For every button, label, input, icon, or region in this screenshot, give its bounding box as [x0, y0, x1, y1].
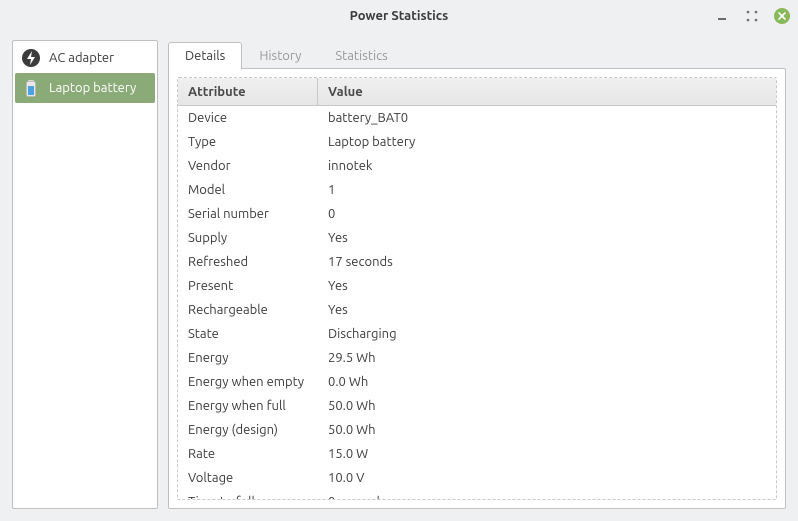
table-row[interactable]: Energy when empty0.0 Wh [178, 370, 776, 394]
cell-value: Yes [318, 226, 776, 250]
table-row[interactable]: Energy (design)50.0 Wh [178, 418, 776, 442]
sidebar-item-laptop-battery[interactable]: Laptop battery [15, 73, 155, 103]
cell-attribute: Energy (design) [178, 418, 318, 442]
cell-value: 50.0 Wh [318, 418, 776, 442]
cell-value: Laptop battery [318, 130, 776, 154]
table-row[interactable]: Serial number0 [178, 202, 776, 226]
table-row[interactable]: StateDischarging [178, 322, 776, 346]
table-row[interactable]: Vendorinnotek [178, 154, 776, 178]
cell-value: battery_BAT0 [318, 106, 776, 130]
table-body: Devicebattery_BAT0TypeLaptop batteryVend… [178, 106, 776, 500]
table-header: Attribute Value [178, 78, 776, 106]
sidebar-item-label: Laptop battery [49, 81, 136, 95]
cell-attribute: Energy when full [178, 394, 318, 418]
table-row[interactable]: SupplyYes [178, 226, 776, 250]
cell-value: innotek [318, 154, 776, 178]
table-row[interactable]: Time to full0 seconds [178, 490, 776, 500]
tab-details[interactable]: Details [168, 42, 242, 69]
tab-bar: Details History Statistics [168, 40, 786, 68]
cell-value: 17 seconds [318, 250, 776, 274]
minimize-icon [717, 11, 727, 21]
battery-icon [21, 78, 41, 98]
cell-attribute: Refreshed [178, 250, 318, 274]
cell-value: 0.0 Wh [318, 370, 776, 394]
cell-attribute: Rate [178, 442, 318, 466]
minimize-button[interactable] [714, 8, 730, 24]
details-panel: Attribute Value Devicebattery_BAT0TypeLa… [168, 68, 786, 509]
table-row[interactable]: TypeLaptop battery [178, 130, 776, 154]
cell-attribute: State [178, 322, 318, 346]
cell-attribute: Time to full [178, 490, 318, 500]
cell-attribute: Rechargeable [178, 298, 318, 322]
cell-attribute: Vendor [178, 154, 318, 178]
cell-value: 0 [318, 202, 776, 226]
maximize-icon [746, 10, 758, 22]
cell-attribute: Energy [178, 346, 318, 370]
cell-attribute: Present [178, 274, 318, 298]
cell-value: 1 [318, 178, 776, 202]
cell-value: 10.0 V [318, 466, 776, 490]
cell-attribute: Device [178, 106, 318, 130]
sidebar-item-ac-adapter[interactable]: AC adapter [15, 43, 155, 73]
cell-attribute: Model [178, 178, 318, 202]
column-header-attribute[interactable]: Attribute [178, 78, 318, 105]
table-row[interactable]: RechargeableYes [178, 298, 776, 322]
maximize-button[interactable] [744, 8, 760, 24]
window-controls [714, 0, 790, 32]
cell-value: 15.0 W [318, 442, 776, 466]
device-sidebar: AC adapter Laptop battery [12, 40, 158, 509]
main-panel: Details History Statistics Attribute Val… [168, 40, 786, 509]
cell-value: Yes [318, 274, 776, 298]
cell-attribute: Energy when empty [178, 370, 318, 394]
table-row[interactable]: Refreshed17 seconds [178, 250, 776, 274]
content-area: AC adapter Laptop battery Details Histor… [0, 32, 798, 521]
cell-value: 29.5 Wh [318, 346, 776, 370]
titlebar: Power Statistics [0, 0, 798, 32]
cell-value: Yes [318, 298, 776, 322]
cell-attribute: Serial number [178, 202, 318, 226]
close-icon [774, 8, 790, 24]
table-row[interactable]: Energy when full50.0 Wh [178, 394, 776, 418]
table-row[interactable]: PresentYes [178, 274, 776, 298]
cell-attribute: Voltage [178, 466, 318, 490]
window-title: Power Statistics [0, 9, 798, 23]
sidebar-item-label: AC adapter [49, 51, 114, 65]
ac-adapter-icon [21, 48, 41, 68]
table-row[interactable]: Energy29.5 Wh [178, 346, 776, 370]
details-table: Attribute Value Devicebattery_BAT0TypeLa… [177, 77, 777, 500]
cell-attribute: Type [178, 130, 318, 154]
cell-value: Discharging [318, 322, 776, 346]
column-header-value[interactable]: Value [318, 78, 776, 105]
table-row[interactable]: Voltage10.0 V [178, 466, 776, 490]
table-row[interactable]: Rate15.0 W [178, 442, 776, 466]
tab-statistics[interactable]: Statistics [318, 42, 404, 69]
close-button[interactable] [774, 8, 790, 24]
table-row[interactable]: Model1 [178, 178, 776, 202]
tab-history[interactable]: History [242, 42, 318, 69]
table-row[interactable]: Devicebattery_BAT0 [178, 106, 776, 130]
cell-value: 0 seconds [318, 490, 776, 500]
cell-attribute: Supply [178, 226, 318, 250]
cell-value: 50.0 Wh [318, 394, 776, 418]
